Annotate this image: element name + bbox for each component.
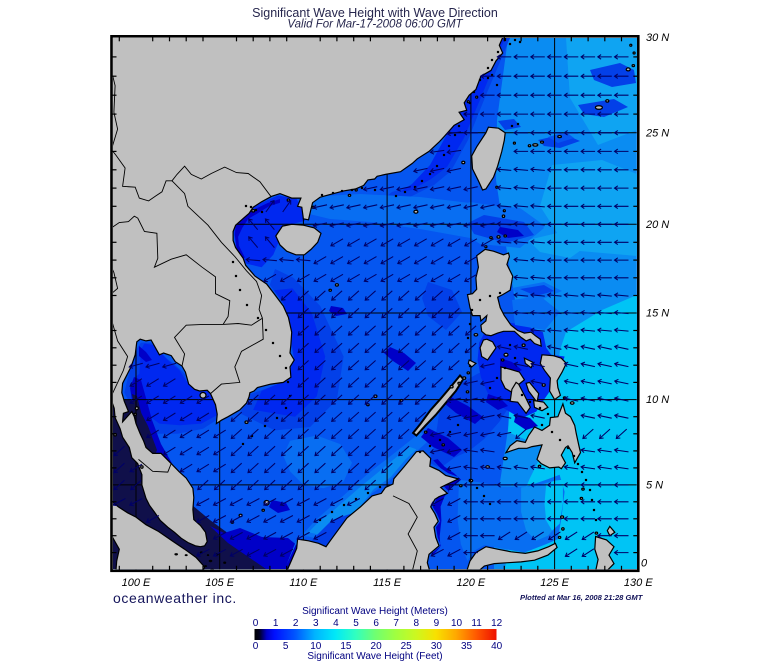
svg-text:5: 5: [353, 618, 359, 629]
svg-text:20: 20: [371, 641, 383, 652]
svg-text:130 E: 130 E: [624, 577, 653, 589]
svg-text:7: 7: [393, 618, 399, 629]
svg-text:5: 5: [283, 641, 289, 652]
svg-text:25 N: 25 N: [645, 127, 669, 139]
svg-text:1: 1: [273, 618, 279, 629]
svg-text:11: 11: [471, 618, 482, 629]
svg-text:20 N: 20 N: [645, 219, 669, 231]
svg-text:Plotted at Mar 16, 2008 21:28: Plotted at Mar 16, 2008 21:28 GMT: [520, 593, 644, 602]
svg-text:30: 30: [431, 641, 443, 652]
svg-text:35: 35: [461, 641, 473, 652]
svg-text:Valid For Mar-17-2008 06:00 GM: Valid For Mar-17-2008 06:00 GMT: [287, 19, 463, 31]
svg-text:40: 40: [491, 641, 503, 652]
svg-text:Significant Wave Height (Feet): Significant Wave Height (Feet): [307, 651, 442, 662]
svg-text:125 E: 125 E: [540, 577, 569, 589]
svg-text:0: 0: [641, 558, 648, 570]
svg-text:2: 2: [293, 618, 299, 629]
svg-text:12: 12: [491, 618, 503, 629]
svg-text:4: 4: [333, 618, 339, 629]
svg-text:9: 9: [434, 618, 440, 629]
svg-text:15 N: 15 N: [646, 308, 669, 320]
svg-text:100 E: 100 E: [122, 577, 151, 589]
svg-text:105 E: 105 E: [205, 577, 234, 589]
svg-text:oceanweather inc.: oceanweather inc.: [113, 590, 237, 606]
svg-text:110 E: 110 E: [289, 577, 318, 589]
svg-text:5 N: 5 N: [646, 479, 663, 491]
svg-text:10 N: 10 N: [646, 394, 669, 406]
svg-text:30 N: 30 N: [646, 32, 669, 44]
svg-text:0: 0: [253, 641, 259, 652]
svg-text:25: 25: [401, 641, 413, 652]
svg-text:Significant Wave Height (Meter: Significant Wave Height (Meters): [302, 606, 448, 617]
svg-text:120 E: 120 E: [457, 577, 486, 589]
svg-text:0: 0: [253, 618, 259, 629]
svg-text:Significant Wave Height with W: Significant Wave Height with Wave Direct…: [252, 6, 498, 20]
svg-text:3: 3: [313, 618, 319, 629]
svg-text:10: 10: [451, 618, 463, 629]
svg-text:10: 10: [310, 641, 322, 652]
svg-text:6: 6: [373, 618, 379, 629]
svg-text:8: 8: [414, 618, 420, 629]
svg-text:115 E: 115 E: [373, 577, 402, 589]
svg-text:15: 15: [340, 641, 352, 652]
